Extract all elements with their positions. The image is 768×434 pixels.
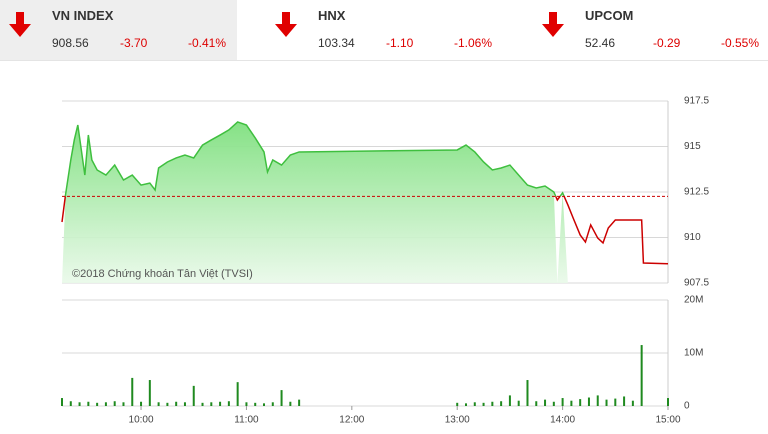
volume-bar (614, 398, 617, 406)
volume-bar (245, 402, 248, 406)
price-area (62, 121, 668, 284)
divider (0, 60, 768, 61)
volume-bar (96, 402, 99, 406)
down-arrow (9, 12, 31, 37)
volume-bar (263, 403, 265, 406)
volume-bar (183, 402, 186, 406)
volume-bar (517, 400, 520, 406)
volume-bar (544, 399, 547, 406)
volume-bar (113, 401, 116, 406)
volume-bar (166, 402, 169, 406)
volume-bar (157, 402, 160, 406)
volume-bar (456, 402, 459, 406)
index-value: 103.34 (318, 36, 355, 50)
index-change-pct: -1.06% (454, 36, 493, 50)
volume-bar (587, 397, 590, 406)
y-tick-label: 907.5 (684, 278, 709, 289)
volume-bar (465, 403, 467, 406)
volume-bar (508, 395, 511, 406)
volume-bar (623, 396, 626, 406)
volume-bar (280, 390, 283, 406)
volume-bar (500, 401, 503, 406)
volume-bar (219, 401, 222, 406)
volume-bar (227, 401, 230, 406)
y-tick-label: 0 (684, 401, 690, 412)
down-arrow (542, 12, 564, 37)
x-tick-label: 13:00 (445, 415, 470, 426)
volume-bar (271, 402, 274, 406)
volume-bar (596, 395, 599, 406)
index-value: 52.46 (585, 36, 616, 50)
volume-bar (87, 401, 90, 406)
y-tick-label: 20M (684, 295, 703, 306)
volume-bar (667, 398, 669, 406)
volume-bar (122, 402, 125, 406)
y-tick-label: 10M (684, 348, 703, 359)
volume-bar (148, 380, 151, 406)
x-tick-label: 14:00 (550, 415, 575, 426)
volume-bar (561, 398, 564, 406)
y-tick-label: 917.5 (684, 96, 709, 107)
volume-bar (552, 401, 555, 406)
volume-bar (236, 382, 239, 406)
y-tick-label: 910 (684, 232, 701, 243)
volume-bar (631, 400, 634, 406)
volume-bar (131, 377, 134, 406)
index-name: VN INDEX (52, 8, 114, 23)
volume-bar (605, 399, 608, 406)
volume-bar (579, 399, 582, 406)
price-line-down (61, 196, 669, 265)
y-tick-label: 912.5 (684, 187, 709, 198)
volume-bar (473, 402, 476, 406)
index-change: -1.10 (386, 36, 414, 50)
volume-bar (78, 402, 81, 406)
volume-bar (69, 401, 72, 406)
index-change-pct: -0.55% (721, 36, 760, 50)
index-change: -3.70 (120, 36, 148, 50)
index-name: HNX (318, 8, 346, 23)
x-tick-label: 15:00 (655, 415, 680, 426)
index-change-pct: -0.41% (188, 36, 227, 50)
volume-bar (192, 385, 195, 406)
x-tick-label: 10:00 (129, 415, 154, 426)
volume-bar (535, 401, 538, 406)
volume-bar (140, 401, 143, 406)
index-tile[interactable]: UPCOM 52.46 -0.29 -0.55% (533, 0, 768, 60)
index-tile[interactable]: VN INDEX 908.56 -3.70 -0.41% (0, 0, 237, 60)
volume-bar (526, 380, 529, 406)
index-value: 908.56 (52, 36, 89, 50)
volume-bar (61, 398, 63, 406)
watermark: ©2018 Chứng khoán Tân Việt (TVSI) (72, 268, 253, 280)
volume-bar (210, 402, 213, 406)
volume-bar (491, 401, 494, 406)
volume-bar (201, 402, 204, 406)
x-tick-label: 12:00 (339, 415, 364, 426)
volume-bar (482, 402, 485, 406)
volume-bar (570, 400, 573, 406)
volume-bar (254, 402, 257, 406)
down-arrow (275, 12, 297, 37)
x-tick-label: 11:00 (234, 415, 259, 426)
index-name: UPCOM (585, 8, 634, 23)
y-tick-label: 915 (684, 141, 701, 152)
volume-bar (175, 401, 178, 406)
volume-bar (298, 399, 301, 406)
volume-bar (289, 401, 292, 406)
price-line-up (64, 121, 565, 197)
volume-bar (640, 345, 643, 406)
index-tile[interactable]: HNX 103.34 -1.10 -1.06% (266, 0, 503, 60)
volume-bar (104, 402, 107, 406)
index-change: -0.29 (653, 36, 681, 50)
